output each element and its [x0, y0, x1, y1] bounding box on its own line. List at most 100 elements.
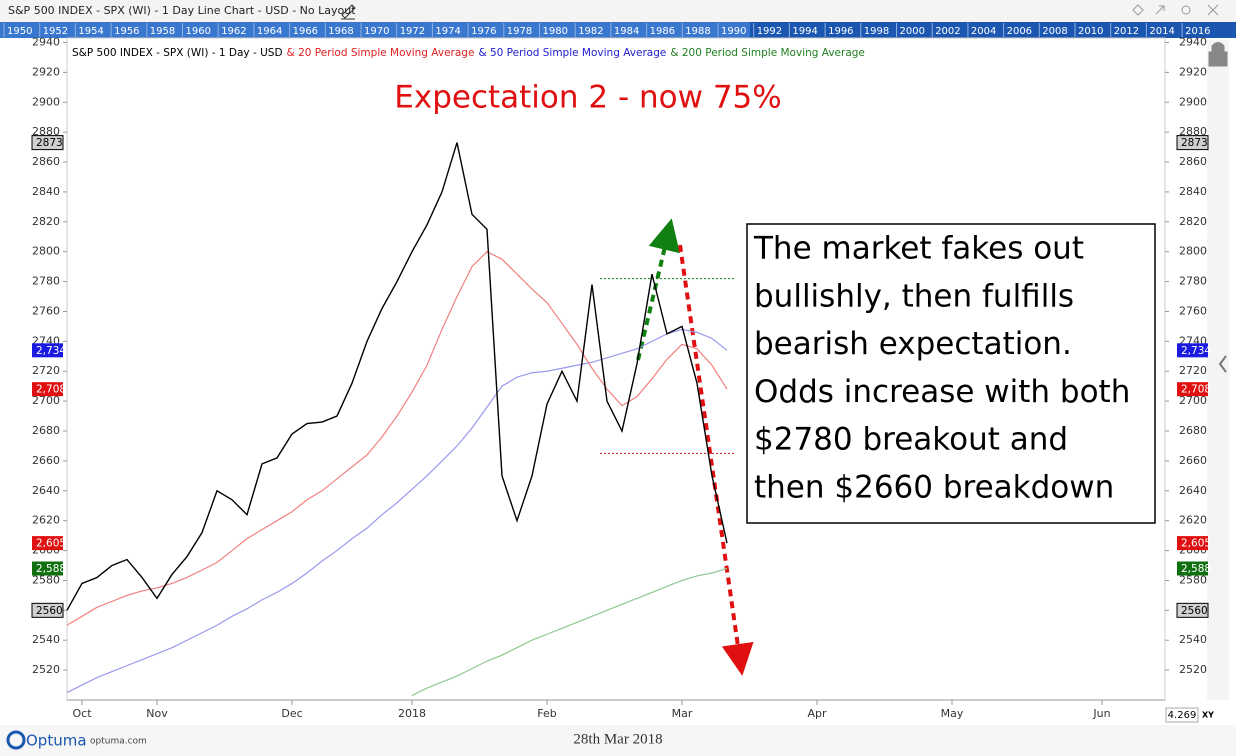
year-label: 1970 [364, 26, 389, 37]
year-label: 2012 [1114, 26, 1139, 37]
year-label: 1974 [435, 26, 460, 37]
legend: S&P 500 INDEX - SPX (WI) - 1 Day - USD & … [72, 47, 865, 59]
scale: 4.269 [1168, 710, 1197, 721]
y-tick-label-right: 2620 [1179, 514, 1207, 527]
annotation-line: bearish expectation. [754, 326, 1072, 362]
lock-icon[interactable] [1208, 42, 1228, 67]
window-icons [1132, 4, 1219, 16]
year-label: 1952 [43, 26, 68, 37]
footer [0, 725, 1236, 756]
legend-entry: & 200 Period Simple Moving Average [670, 47, 865, 59]
y-tick-label-right: 2760 [1179, 304, 1207, 317]
y-tick-label-right: 2860 [1179, 155, 1207, 168]
price-marker-label: 2560 [36, 605, 63, 617]
y-tick-label-right: 2880 [1179, 125, 1207, 138]
year-label: 1980 [543, 26, 568, 37]
price-marker [1176, 135, 1209, 151]
edit-icon[interactable] [341, 4, 356, 20]
year-label: 2004 [971, 26, 996, 37]
price-marker-label: 2,605 [1181, 538, 1211, 550]
up-arrow [636, 218, 680, 361]
year-label: 1994 [792, 26, 817, 37]
year-selection [0, 22, 750, 38]
y-tick-label-right: 2540 [1179, 633, 1207, 646]
chart-title: Expectation 2 - now 75% [394, 80, 781, 116]
y-tick-label-right: 2580 [1179, 573, 1207, 586]
series-line [411, 567, 728, 697]
y-tick-label: 2640 [32, 484, 60, 497]
title-bar [0, 0, 1236, 22]
year-label: 1950 [7, 26, 32, 37]
brand: Optuma [26, 732, 87, 750]
series-line [66, 250, 728, 626]
price-marker-label: 2,708 [1181, 384, 1211, 396]
y-tick-label-right: 2800 [1179, 245, 1207, 258]
year-label: 2016 [1185, 26, 1210, 37]
x-tick-label: May [941, 707, 964, 720]
y-tick-label: 2660 [32, 454, 60, 467]
x-tick-label: Mar [672, 707, 693, 720]
price-marker [1177, 343, 1208, 358]
x-tick-label: Oct [72, 707, 92, 720]
annotation-line: then $2660 breakdown [754, 470, 1114, 506]
year-label: 1978 [507, 26, 532, 37]
y-tick-label-right: 2780 [1179, 275, 1207, 288]
logo [6, 730, 26, 750]
y-tick-label: 2800 [32, 245, 60, 258]
y-tick-label: 2860 [32, 155, 60, 168]
year-label: 1984 [614, 26, 639, 37]
y-tick-label-right: 2820 [1179, 215, 1207, 228]
y-tick-label: 2820 [32, 215, 60, 228]
y-tick-label: 2520 [32, 663, 60, 676]
y-tick-label: 2940 [32, 35, 60, 48]
price-marker [32, 561, 63, 576]
x-tick-label: Feb [537, 707, 556, 720]
year-label: 1976 [471, 26, 496, 37]
annotation-box [746, 223, 1156, 524]
panel-arrow[interactable] [1218, 355, 1227, 373]
year-label: 1954 [78, 26, 103, 37]
annotation-line: The market fakes out [753, 231, 1084, 267]
y-tick-label: 2700 [32, 394, 60, 407]
x-tick-label: Jun [1092, 707, 1110, 720]
scale-box[interactable] [1165, 707, 1199, 723]
y-tick-label-right: 2840 [1179, 185, 1207, 198]
series-line [66, 142, 728, 611]
y-tick-label: 2720 [32, 364, 60, 377]
y-tick-label: 2840 [32, 185, 60, 198]
annotation-line: $2780 breakout and [754, 422, 1068, 458]
y-tick-label: 2620 [32, 514, 60, 527]
year-label: 2006 [1007, 26, 1032, 37]
y-tick-label: 2780 [32, 275, 60, 288]
legend-entry: S&P 500 INDEX - SPX (WI) - 1 Day - USD [72, 47, 283, 59]
year-label: 1988 [685, 26, 710, 37]
y-tick-label: 2900 [32, 95, 60, 108]
x-tick-label: Apr [807, 707, 827, 720]
year-label: 1996 [828, 26, 853, 37]
y-tick-label-right: 2640 [1179, 484, 1207, 497]
price-marker [1177, 382, 1208, 397]
brand-site: optuma.com [90, 737, 147, 747]
price-marker-label: 2873 [36, 137, 63, 149]
price-marker [32, 343, 63, 358]
right-panel [1207, 40, 1229, 700]
price-marker-label: 2560 [1181, 605, 1208, 617]
year-label: 1956 [114, 26, 139, 37]
mode[interactable]: XY [1202, 711, 1214, 720]
year-label: 2002 [935, 26, 960, 37]
price-marker-label: 2,588 [1181, 563, 1211, 575]
y-tick-label-right: 2900 [1179, 95, 1207, 108]
year-label: 1964 [257, 26, 282, 37]
x-tick-label: Nov [146, 707, 168, 720]
y-tick-label: 2680 [32, 424, 60, 437]
series-line [66, 328, 728, 694]
price-marker [32, 536, 63, 551]
y-tick-label-right: 2920 [1179, 65, 1207, 78]
price-marker [31, 135, 64, 151]
x-tick-label: 2018 [398, 707, 426, 720]
y-tick-label-right: 2660 [1179, 454, 1207, 467]
year-label: 1966 [293, 26, 318, 37]
year-label: 1958 [150, 26, 175, 37]
year-label: 2014 [1149, 26, 1174, 37]
